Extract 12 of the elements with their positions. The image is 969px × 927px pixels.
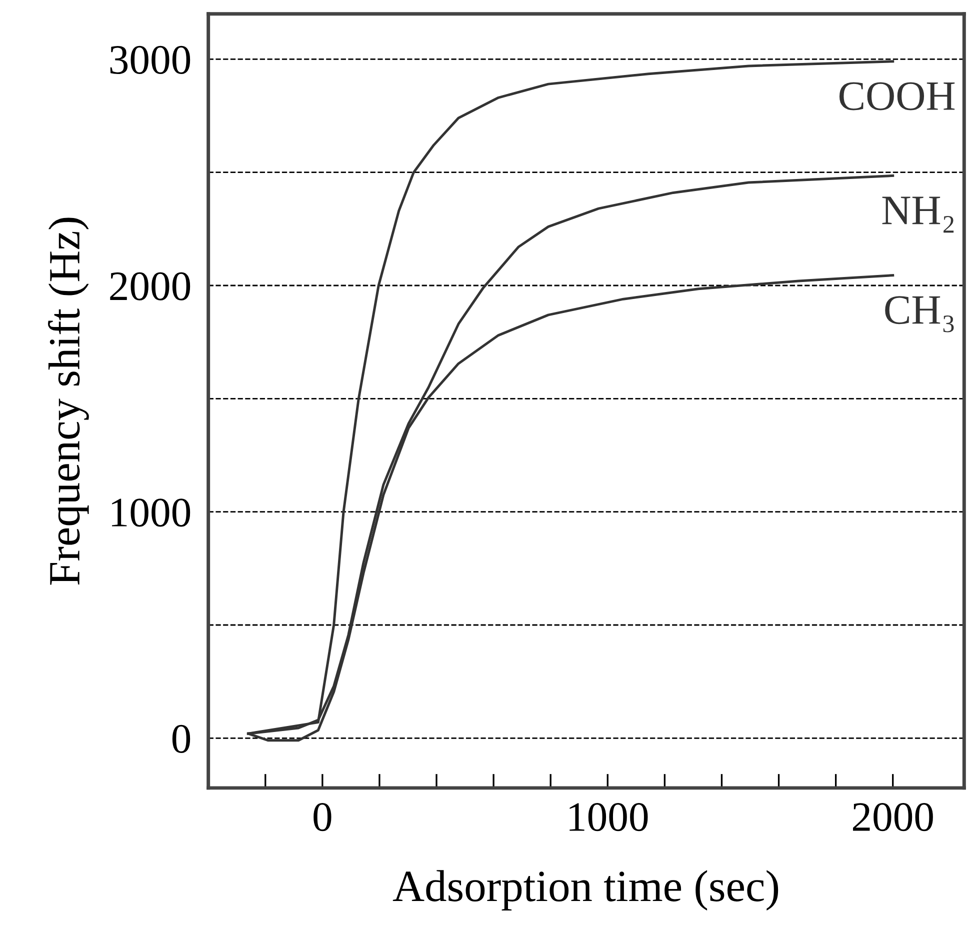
y-axis-title: Frequency shift (Hz) (48, 218, 89, 585)
y-tick-label: 0 (172, 724, 190, 754)
y-tick-label: 1000 (112, 498, 190, 527)
series-label: CH₃ (885, 296, 954, 332)
y-tick-label: 3000 (110, 46, 190, 74)
series-label: NH₂ (882, 196, 954, 233)
series-label: COOH (839, 82, 955, 110)
x-tick-label: 2000 (853, 803, 933, 832)
x-tick-label: 0 (314, 803, 332, 832)
x-axis-title: Adsorption time (sec) (392, 870, 778, 910)
y-tick-label: 2000 (110, 272, 190, 300)
x-tick-label: 1000 (570, 803, 648, 832)
